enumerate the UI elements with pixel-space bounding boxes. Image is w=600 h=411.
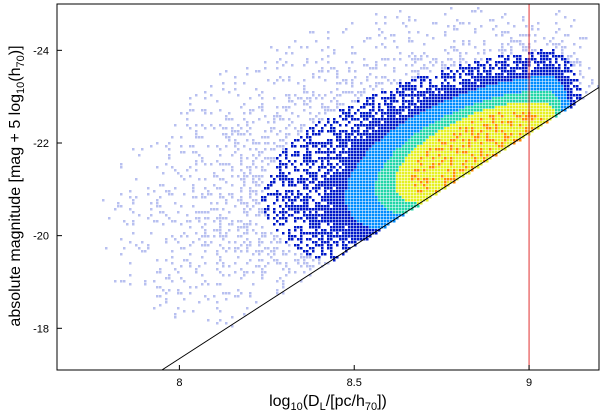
black-diagonal-line (161, 86, 600, 371)
y-axis-label: absolute magnitude [mag + 5 log10(h70)] (7, 45, 27, 326)
x-tick-label: 9 (526, 377, 532, 389)
y-tick-label: -24 (33, 45, 49, 57)
density-layer (102, 7, 600, 328)
x-tick-label: 8 (176, 377, 182, 389)
x-axis-label: log10(DL/[pc/h70]) (269, 393, 387, 411)
x-tick-label: 8.5 (347, 377, 362, 389)
axis-ticks: 8 8.5 9 -18 -20 -22 -24 (33, 45, 532, 389)
y-tick-label: -18 (33, 323, 49, 335)
y-tick-label: -20 (33, 231, 49, 243)
y-tick-label: -22 (33, 138, 49, 150)
plot-frame (56, 3, 600, 371)
